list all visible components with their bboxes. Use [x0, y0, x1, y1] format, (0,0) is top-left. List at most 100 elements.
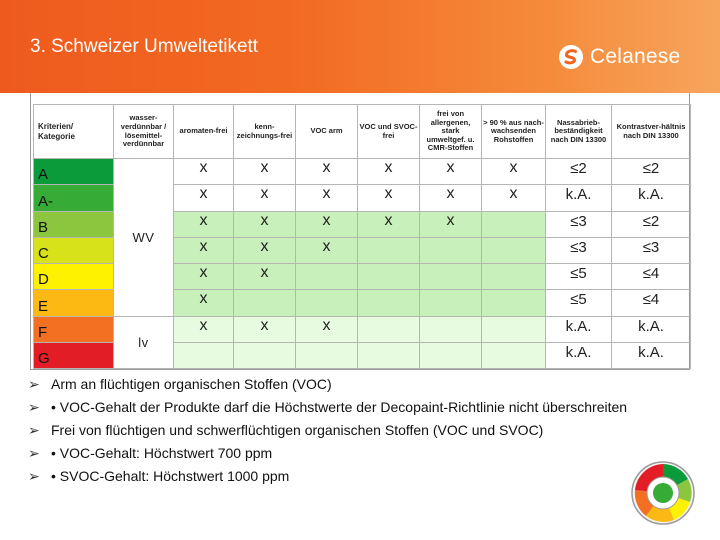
contrast-value-cell: ≤2 — [611, 157, 691, 186]
criterion-mark-cell — [233, 289, 296, 317]
arrow-bullet-icon: ➢ — [28, 468, 40, 484]
criterion-mark-cell — [357, 315, 420, 343]
grade-cell: D — [33, 262, 114, 291]
contrast-value-cell: ≤4 — [611, 289, 691, 317]
arrow-bullet-icon: ➢ — [28, 422, 40, 438]
slide-header: 3. Schweizer Umweltetikett Celanese — [0, 0, 720, 93]
contrast-value-cell: ≤4 — [611, 262, 691, 291]
bullet-text: Frei von flüchtigen und schwerflüchtigen… — [51, 422, 544, 438]
arrow-bullet-icon: ➢ — [28, 399, 40, 415]
criterion-mark-cell — [419, 236, 482, 265]
criterion-mark-cell: x — [233, 315, 296, 343]
bullet-item: ➢ • VOC-Gehalt: Höchstwert 700 ppm — [28, 445, 668, 462]
criterion-mark-cell: x — [481, 157, 546, 186]
criterion-mark-cell — [419, 289, 482, 317]
abrasion-value-cell: ≤3 — [545, 236, 612, 265]
grade-cell: A- — [33, 184, 114, 212]
criterion-mark-cell — [419, 262, 482, 291]
table-row: A WV x x x x x x ≤2 ≤2 — [33, 157, 691, 317]
column-header: Kontrastver-hältnis nach DIN 13300 — [611, 104, 691, 159]
celanese-logo-icon — [559, 45, 583, 69]
slide-title: 3. Schweizer Umweltetikett — [30, 36, 259, 57]
grade-cell: E — [33, 289, 114, 317]
criterion-mark-cell — [481, 262, 546, 291]
criterion-mark-cell: x — [233, 210, 296, 238]
criterion-mark-cell — [357, 341, 420, 370]
criterion-mark-cell — [173, 341, 234, 370]
criterion-mark-cell: x — [173, 184, 234, 212]
column-header: aromaten-frei — [173, 104, 234, 159]
logo-text: Celanese — [590, 45, 681, 68]
criterion-mark-cell: x — [419, 157, 482, 186]
environment-label-table: Kriterien/ Kategorie wasser-verdünnbar /… — [33, 104, 691, 370]
bullet-text: • VOC-Gehalt: Höchstwert 700 ppm — [51, 445, 273, 461]
criterion-mark-cell: x — [233, 157, 296, 186]
solvent-group-cell: WV — [113, 158, 174, 317]
contrast-value-cell: k.A. — [611, 341, 691, 370]
table-row: A-x x x x x x k.A. k.A. — [33, 184, 691, 212]
criterion-mark-cell — [295, 289, 358, 317]
column-header: VOC arm — [295, 104, 358, 159]
contrast-value-cell: ≤3 — [611, 236, 691, 265]
criterion-mark-cell — [481, 210, 546, 238]
criterion-mark-cell: x — [357, 210, 420, 238]
criterion-mark-cell: x — [295, 315, 358, 343]
criterion-mark-cell: x — [173, 315, 234, 343]
abrasion-value-cell: ≤3 — [545, 210, 612, 238]
criterion-mark-cell: x — [173, 289, 234, 317]
bullet-item: ➢ Arm an flüchtigen organischen Stoffen … — [28, 376, 668, 393]
criterion-mark-cell — [419, 315, 482, 343]
abrasion-value-cell: ≤2 — [545, 157, 612, 186]
bullet-item: ➢ Frei von flüchtigen und schwerflüchtig… — [28, 422, 668, 439]
arrow-bullet-icon: ➢ — [28, 445, 40, 461]
contrast-value-cell: ≤2 — [611, 210, 691, 238]
grade-cell: F — [33, 315, 114, 343]
criterion-mark-cell — [295, 262, 358, 291]
abrasion-value-cell: ≤5 — [545, 289, 612, 317]
table-header-row: Kriterien/ Kategorie wasser-verdünnbar /… — [33, 104, 691, 159]
criterion-mark-cell: x — [295, 236, 358, 265]
column-header: frei von allergenen, stark umweltgef. u.… — [419, 104, 482, 159]
criterion-mark-cell: x — [233, 184, 296, 212]
environment-label-seal-icon — [631, 461, 695, 525]
criterion-mark-cell — [233, 341, 296, 370]
criterion-mark-cell — [481, 289, 546, 317]
contrast-value-cell: k.A. — [611, 184, 691, 212]
arrow-bullet-icon: ➢ — [28, 376, 40, 392]
criterion-mark-cell — [357, 289, 420, 317]
bullet-text: Arm an flüchtigen organischen Stoffen (V… — [51, 376, 332, 392]
criterion-mark-cell — [357, 236, 420, 265]
column-header: VOC und SVOC-frei — [357, 104, 420, 159]
criterion-mark-cell: x — [173, 157, 234, 186]
abrasion-value-cell: ≤5 — [545, 262, 612, 291]
column-header: Nassabrieb-beständigkeit nach DIN 13300 — [545, 104, 612, 159]
column-header: wasser-verdünnbar / lösemittel-verdünnba… — [113, 104, 174, 159]
criterion-mark-cell: x — [173, 236, 234, 265]
column-header: Kriterien/ Kategorie — [33, 104, 114, 159]
criterion-mark-cell: x — [419, 210, 482, 238]
criterion-mark-cell: x — [357, 184, 420, 212]
criterion-mark-cell — [481, 341, 546, 370]
bullet-item: ➢ • VOC-Gehalt der Produkte darf die Höc… — [28, 399, 668, 416]
abrasion-value-cell: k.A. — [545, 341, 612, 370]
criterion-mark-cell: x — [481, 184, 546, 212]
grade-cell: B — [33, 210, 114, 238]
criterion-mark-cell: x — [173, 262, 234, 291]
criterion-mark-cell: x — [295, 210, 358, 238]
solvent-group-cell: lv — [113, 315, 174, 369]
column-header: kenn-zeichnungs-frei — [233, 104, 296, 159]
criterion-mark-cell: x — [419, 184, 482, 212]
criterion-mark-cell: x — [295, 184, 358, 212]
bullet-list: ➢ Arm an flüchtigen organischen Stoffen … — [28, 376, 668, 491]
grade-cell: A — [33, 157, 114, 186]
bullet-text: • VOC-Gehalt der Produkte darf die Höchs… — [51, 399, 628, 415]
criterion-mark-cell: x — [233, 236, 296, 265]
column-header: > 90 % aus nach-wachsenden Rohstoffen — [481, 104, 546, 159]
abrasion-value-cell: k.A. — [545, 184, 612, 212]
criterion-mark-cell — [481, 315, 546, 343]
